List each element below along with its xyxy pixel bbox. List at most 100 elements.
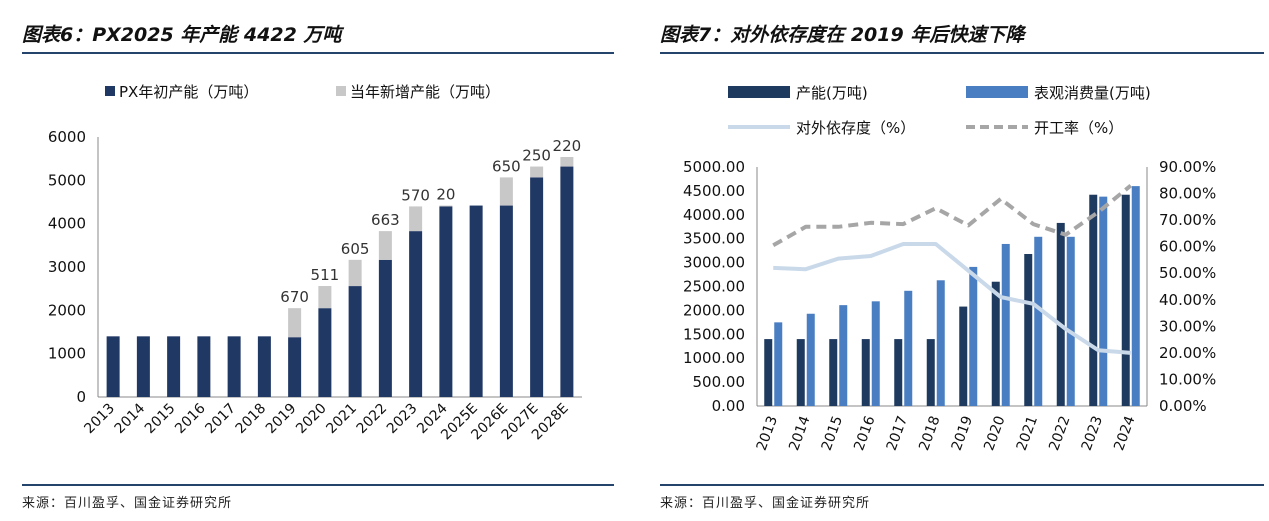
x-tick-label-2020: 2020 (981, 414, 1008, 453)
bar-consumption-2017 (904, 290, 913, 406)
bar-base-2023 (409, 231, 423, 397)
y-left-tick-label: 1000.00 (683, 349, 745, 367)
figure-6-bottom-rule (22, 484, 614, 486)
y-right-tick-label: 40.00% (1159, 291, 1216, 309)
x-tick-label-2015: 2015 (819, 414, 846, 453)
x-tick-label-2014: 2014 (112, 400, 149, 437)
data-label-2023: 570 (401, 186, 430, 204)
legend-label-1: 当年新增产能（万吨） (350, 83, 500, 101)
bar-added-2020 (318, 286, 332, 309)
y-right-tick-label: 10.00% (1159, 370, 1216, 388)
y-tick-label: 6000 (48, 128, 86, 146)
bar-base-2026E (499, 205, 513, 397)
y-left-tick-label: 1500.00 (683, 325, 745, 343)
bar-consumption-2015 (839, 305, 848, 406)
x-tick-label-2019: 2019 (949, 414, 976, 453)
legend-label-dependence: 对外依存度（%） (796, 119, 915, 137)
y-tick-label: 1000 (48, 345, 86, 363)
y-right-tick-label: 0.00% (1159, 397, 1207, 415)
bar-base-2027E (530, 177, 544, 397)
y-tick-label: 4000 (48, 215, 86, 233)
bar-capacity-2014 (796, 339, 805, 406)
figure-7-source: 来源：百川盈孚、国金证券研究所 (660, 496, 871, 511)
line-dependence (773, 242, 1131, 355)
bar-base-2017 (227, 336, 241, 397)
bar-capacity-2024 (1121, 194, 1130, 406)
bar-capacity-2019 (959, 306, 968, 406)
data-label-2026E: 650 (492, 157, 521, 175)
bar-capacity-2013 (764, 339, 773, 406)
figure-6-chart: PX年初产能（万吨） 当年新增产能（万吨） 0 1000 2000 3000 4000 500… (48, 83, 582, 443)
figure-6-source: 来源：百川盈孚、国金证券研究所 (22, 496, 233, 511)
x-tick-label-2015: 2015 (142, 401, 179, 438)
y-tick-label: 2000 (48, 301, 86, 319)
bar-consumption-2024 (1131, 186, 1140, 406)
bar-capacity-2022 (1056, 222, 1065, 406)
x-tick-label-2017: 2017 (884, 414, 911, 453)
legend-label-utilization: 开工率（%） (1034, 119, 1123, 137)
bar-base-2020 (318, 308, 332, 397)
bar-added-2019 (288, 308, 302, 338)
x-tick-label-2021: 2021 (1014, 414, 1041, 453)
bar-consumption-2020 (1001, 243, 1010, 406)
figure-7-title: 图表7：对外依存度在 2019 年后快速下降 (660, 24, 1025, 46)
figure-7-top-rule (660, 52, 1264, 54)
y-right-tick-label: 50.00% (1159, 264, 1216, 282)
bar-capacity-2018 (926, 339, 935, 406)
bar-base-2024 (439, 206, 453, 397)
y-left-tick-label: 0.00 (712, 397, 745, 415)
bar-base-2022 (378, 259, 392, 397)
y-left-tick-label: 2000.00 (683, 301, 745, 319)
bar-added-2021 (348, 259, 362, 287)
x-tick-label-2014: 2014 (786, 414, 813, 453)
bar-consumption-2019 (969, 266, 978, 406)
data-label-2021: 605 (341, 240, 370, 258)
y-right-tick-label: 60.00% (1159, 238, 1216, 256)
figure-6-top-rule (22, 52, 614, 54)
bar-base-2021 (348, 286, 362, 397)
x-tick-label-2021: 2021 (323, 401, 360, 438)
bar-consumption-2021 (1034, 236, 1043, 406)
figure-7-chart: 产能(万吨) 表观消费量(万吨) 对外依存度（%） 开工率（%） 0.00 500.00 1… (683, 84, 1216, 453)
y-left-tick-label: 3500.00 (683, 230, 745, 248)
line-utilization (772, 184, 1133, 248)
legend-swatch-capacity (728, 86, 790, 98)
bar-base-2018 (257, 336, 271, 397)
bar-added-2023 (409, 206, 423, 232)
bar-capacity-2017 (894, 339, 903, 406)
y-tick-label: 5000 (48, 171, 86, 189)
bar-added-2028E (560, 157, 574, 167)
bar-added-2024 (439, 205, 453, 207)
x-tick-label-2018: 2018 (916, 414, 943, 453)
x-tick-label-2023: 2023 (384, 401, 421, 438)
bar-base-2013 (106, 336, 120, 397)
data-label-2027E: 250 (522, 147, 551, 165)
x-tick-label-2013: 2013 (754, 414, 781, 453)
bar-added-2027E (530, 166, 544, 178)
figure-7-panel: 图表7：对外依存度在 2019 年后快速下降 产能(万吨) 表观消费量(万吨) 对外… (640, 0, 1269, 521)
data-label-2024: 20 (436, 186, 455, 204)
bar-consumption-2013 (774, 322, 783, 406)
x-tick-label-2017: 2017 (202, 401, 239, 438)
x-tick-label-2023: 2023 (1079, 414, 1106, 453)
legend-label-0: PX年初产能（万吨） (119, 83, 258, 101)
bar-consumption-2018 (936, 280, 945, 406)
y-left-tick-label: 5000.00 (683, 158, 745, 176)
bar-consumption-2016 (871, 301, 880, 406)
bar-capacity-2023 (1089, 194, 1098, 406)
bar-added-2026E (499, 177, 513, 206)
bar-capacity-2015 (829, 339, 838, 406)
bar-consumption-2022 (1066, 236, 1075, 406)
figure-6-title: 图表6：PX2025 年产能 4422 万吨 (22, 24, 342, 46)
bar-base-2025E (469, 205, 483, 397)
bar-base-2016 (197, 336, 211, 397)
x-tick-label-2016: 2016 (851, 414, 878, 453)
y-left-tick-label: 3000.00 (683, 254, 745, 272)
x-tick-label-2016: 2016 (172, 400, 209, 437)
y-left-tick-label: 4000.00 (683, 206, 745, 224)
bar-base-2014 (136, 336, 150, 397)
x-tick-label-2022: 2022 (1046, 414, 1073, 453)
y-right-tick-label: 80.00% (1159, 185, 1216, 203)
y-tick-label: 3000 (48, 258, 86, 276)
y-left-tick-label: 2500.00 (683, 278, 745, 296)
